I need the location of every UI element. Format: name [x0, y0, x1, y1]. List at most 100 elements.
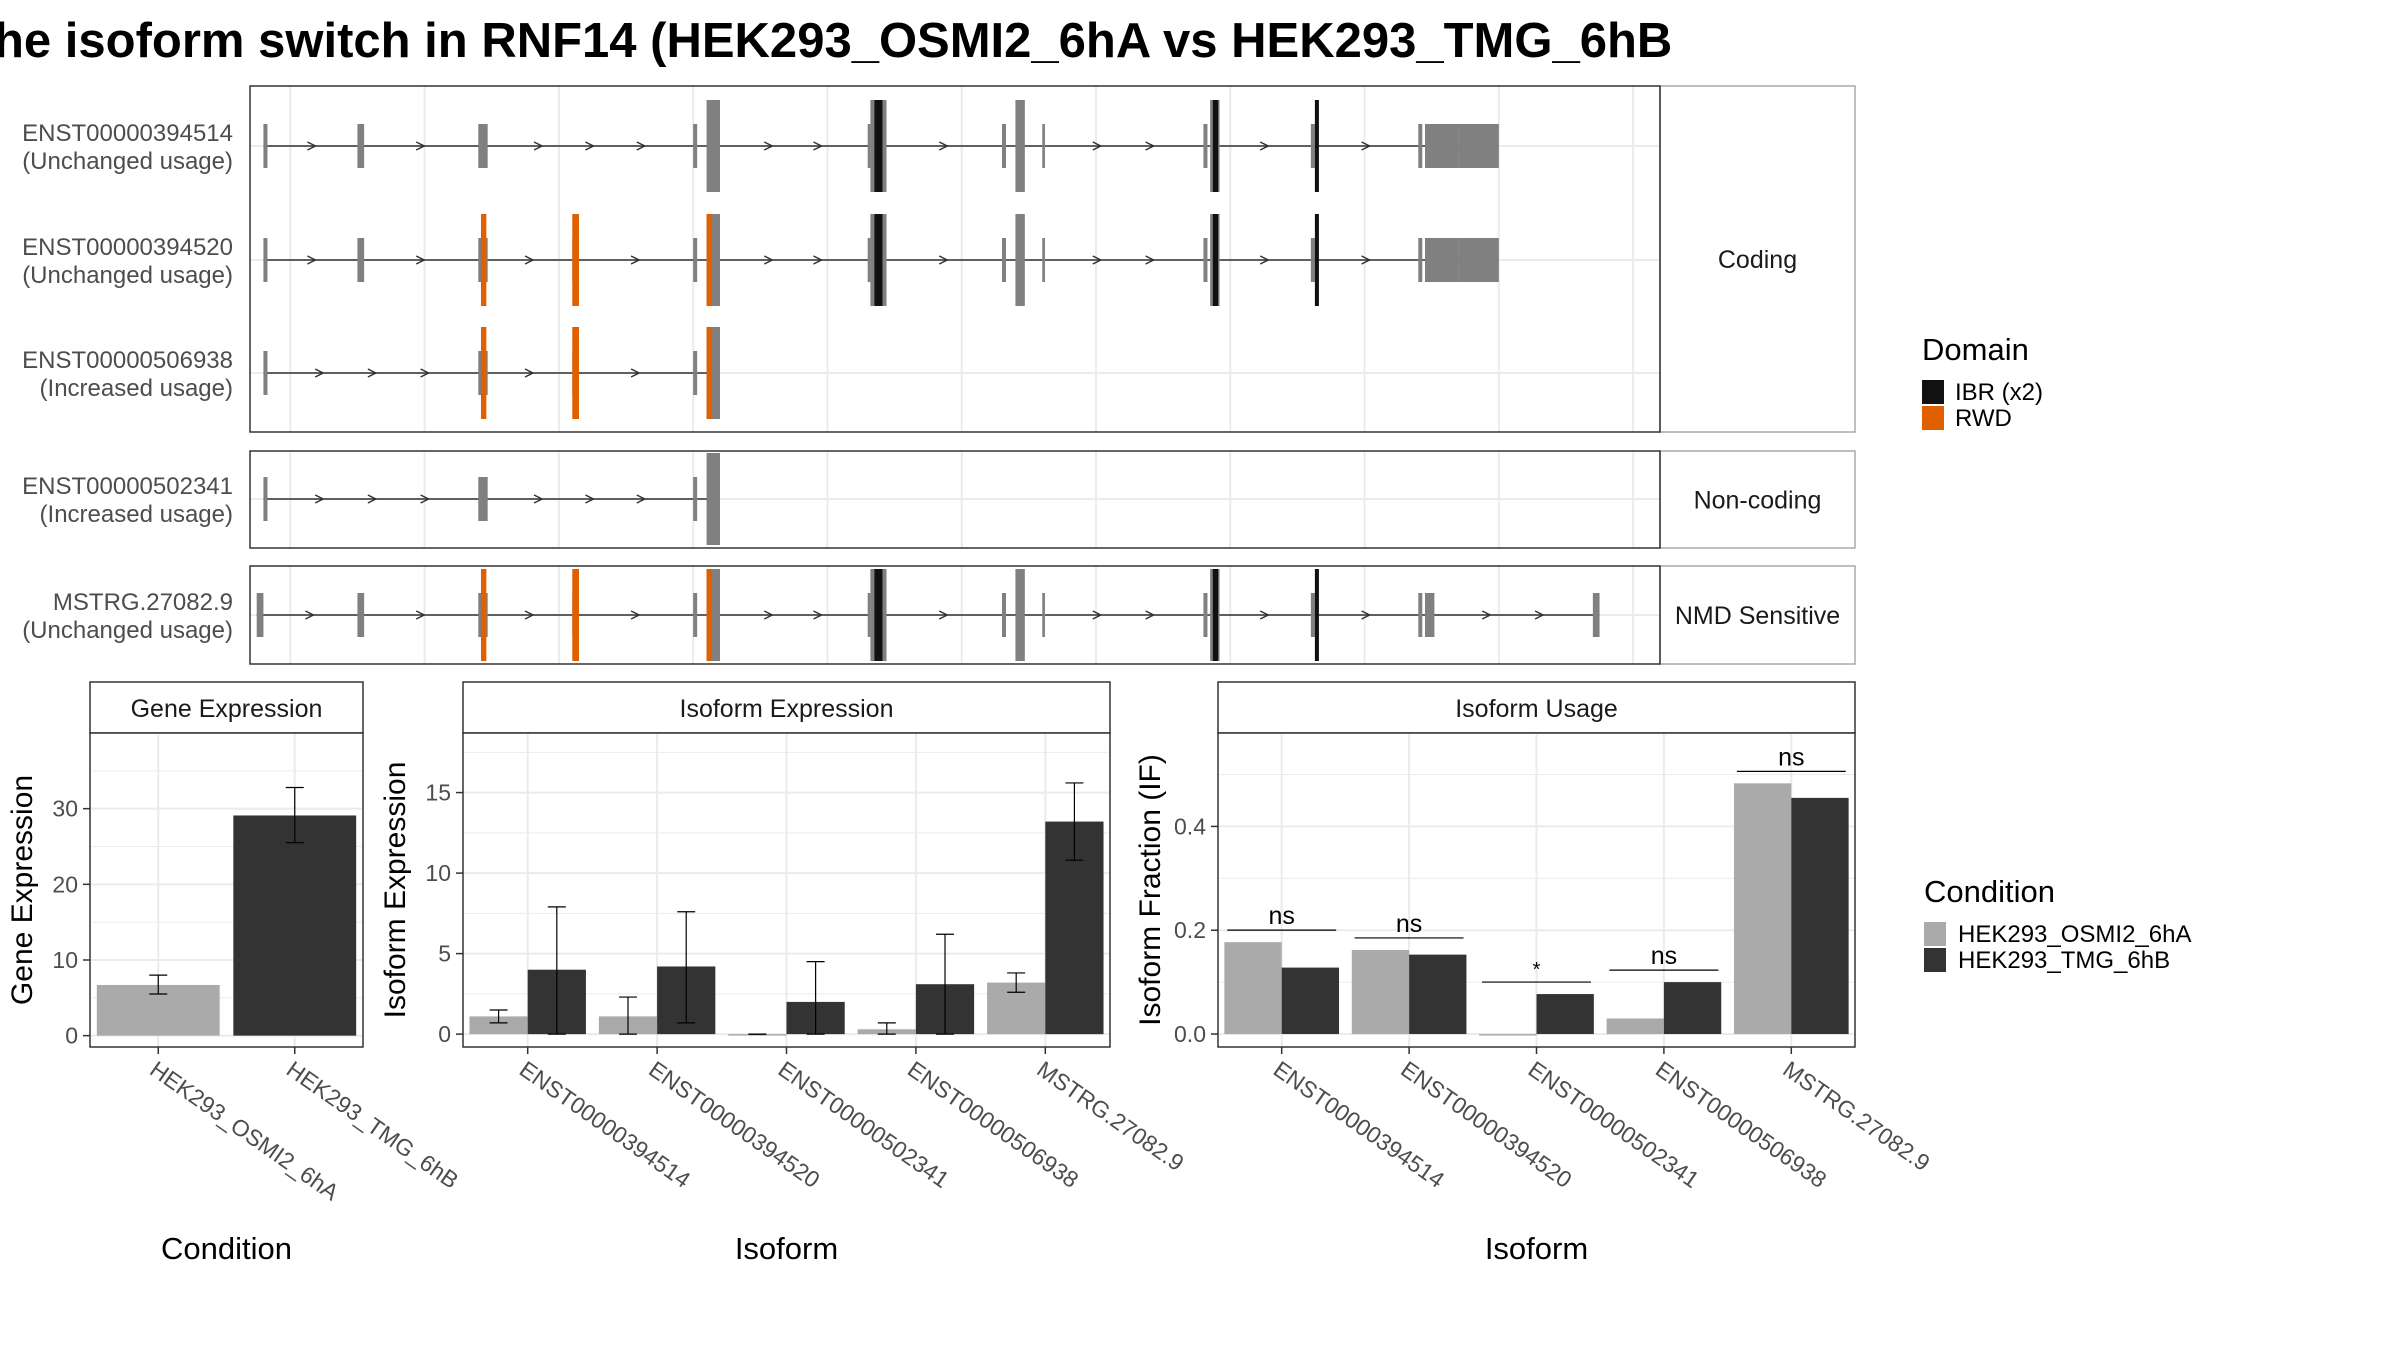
domain-legend-key: [1922, 380, 1944, 404]
bar: [1224, 942, 1282, 1035]
domain-legend-label: RWD: [1955, 405, 2012, 432]
domain-ibr: [1212, 214, 1219, 306]
exon: [478, 477, 488, 521]
exon: [1425, 593, 1435, 637]
exon: [867, 593, 871, 637]
bar: [1536, 994, 1594, 1035]
direction-arrow: [524, 255, 535, 265]
bar: [1409, 954, 1467, 1035]
transcript-usage-label: (Increased usage): [40, 501, 233, 528]
direction-arrow: [415, 255, 426, 265]
panel-strip: [462, 681, 1111, 734]
direction-arrow: [630, 255, 641, 265]
y-tick-label: 0.0: [1174, 1021, 1206, 1047]
domain-rwd: [706, 569, 712, 661]
transcript-panel-border: [249, 450, 1661, 549]
direction-arrow: [415, 610, 426, 620]
figure-title: he isoform switch in RNF14 (HEK293_OSMI2…: [0, 14, 1672, 68]
significance-label: *: [1533, 959, 1541, 981]
transcript-usage-label: (Unchanged usage): [22, 617, 233, 644]
domain-ibr: [1212, 100, 1219, 192]
direction-arrow: [938, 255, 949, 265]
plot-border: [462, 732, 1111, 1048]
bar: [233, 815, 357, 1036]
transcript-id-label: ENST00000502341: [22, 473, 233, 500]
condition-legend-label: HEK293_TMG_6hB: [1958, 947, 2170, 974]
exon: [1310, 124, 1315, 168]
transcript-usage-label: (Increased usage): [40, 375, 233, 402]
y-tick-label: 10: [425, 860, 451, 886]
y-tick-label: 20: [52, 871, 78, 897]
direction-arrow: [1145, 610, 1156, 620]
exon: [263, 477, 268, 521]
exon: [1310, 238, 1315, 282]
y-axis-label: Isoform Fraction (IF): [1134, 754, 1167, 1026]
exon: [1042, 593, 1045, 637]
exon: [1458, 124, 1499, 168]
y-tick-label: 0: [65, 1023, 78, 1049]
direction-arrow: [314, 494, 325, 504]
exon: [357, 593, 365, 637]
condition-legend-label: HEK293_OSMI2_6hA: [1958, 921, 2191, 948]
direction-arrow: [585, 141, 596, 151]
bar: [1733, 783, 1792, 1035]
exon: [1203, 593, 1208, 637]
exon: [693, 351, 698, 395]
direction-arrow: [630, 610, 641, 620]
exon: [1418, 593, 1423, 637]
domain-rwd: [572, 327, 579, 419]
direction-arrow: [524, 610, 535, 620]
direction-arrow: [1092, 255, 1103, 265]
direction-arrow: [1534, 610, 1545, 620]
facet-strip: [1659, 450, 1856, 549]
exon: [693, 124, 698, 168]
domain-rwd: [480, 569, 487, 661]
exon: [1203, 124, 1208, 168]
direction-arrow: [636, 494, 647, 504]
domain-ibr: [1314, 100, 1319, 192]
domain-rwd: [572, 214, 579, 306]
facet-strip: [1659, 565, 1856, 665]
direction-arrow: [1092, 141, 1103, 151]
direction-arrow: [1361, 610, 1372, 620]
bar: [1351, 949, 1410, 1035]
exon: [1425, 238, 1459, 282]
y-tick-label: 5: [438, 941, 451, 967]
bar: [728, 1034, 787, 1036]
condition-legend-title: Condition: [1924, 874, 2055, 909]
facet-label: Non-coding: [1694, 487, 1822, 515]
exon: [1015, 569, 1025, 661]
direction-arrow: [533, 494, 544, 504]
exon: [693, 593, 698, 637]
domain-legend-label: IBR (x2): [1955, 379, 2043, 406]
domain-ibr: [1314, 214, 1319, 306]
exon: [1042, 124, 1045, 168]
y-tick-label: 0.4: [1174, 813, 1206, 839]
exon: [867, 238, 871, 282]
direction-arrow: [367, 494, 378, 504]
direction-arrow: [533, 141, 544, 151]
bar: [469, 1016, 528, 1035]
domain-legend-key: [1922, 406, 1944, 430]
significance-label: ns: [1778, 743, 1804, 771]
legends: Domain IBR (x2)RWD Condition HEK293_OSMI2_6…: [1922, 332, 2191, 974]
exon: [263, 238, 268, 282]
bar: [1663, 982, 1722, 1035]
transcript-id-label: ENST00000394520: [22, 234, 233, 261]
direction-arrow: [305, 610, 316, 620]
bar: [1479, 1034, 1537, 1036]
plot-border: [89, 732, 364, 1048]
transcript-usage-label: (Unchanged usage): [22, 148, 233, 175]
panel-title: Isoform Expression: [680, 695, 894, 723]
transcript-id-label: ENST00000394514: [22, 120, 233, 147]
direction-arrow: [938, 610, 949, 620]
exon: [1042, 238, 1045, 282]
exon: [706, 453, 720, 545]
transcript-id-label: MSTRG.27082.9: [53, 589, 233, 616]
domain-ibr: [1212, 569, 1219, 661]
y-axis-label: Isoform Expression: [379, 762, 412, 1019]
direction-arrow: [813, 610, 824, 620]
panel-strip: [89, 681, 364, 734]
direction-arrow: [1092, 610, 1103, 620]
